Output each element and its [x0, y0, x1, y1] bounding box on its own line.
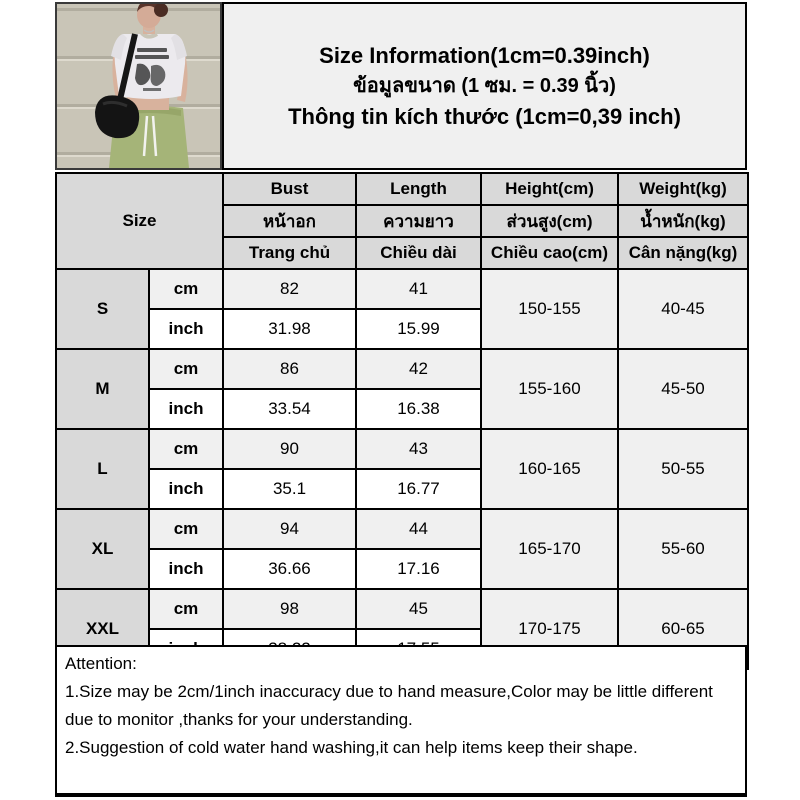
bust-cm-s: 82	[222, 268, 357, 310]
size-cell-s: S	[55, 268, 150, 350]
header-weight-th: น้ำหนัก(kg)	[617, 204, 749, 238]
unit-cm: cm	[148, 508, 224, 550]
weight-l: 50-55	[617, 428, 749, 510]
header-weight-en: Weight(kg)	[617, 172, 749, 206]
header-height-vi: Chiều cao(cm)	[480, 236, 619, 270]
unit-inch: inch	[148, 548, 224, 590]
bust-cm-m: 86	[222, 348, 357, 390]
table-row-s-inch: inch 31.98 15.99	[56, 308, 748, 350]
height-m: 155-160	[480, 348, 619, 430]
height-l: 160-165	[480, 428, 619, 510]
header-length-th: ความยาว	[355, 204, 482, 238]
header-bust-vi: Trang chủ	[222, 236, 357, 270]
header-row-vietnamese: Trang chủ Chiều dài Chiều cao(cm) Cân nặ…	[56, 236, 749, 270]
title-vietnamese: Thông tin kích thước (1cm=0,39 inch)	[288, 104, 681, 129]
unit-cm: cm	[148, 428, 224, 470]
unit-cm: cm	[148, 348, 224, 390]
table-row-s-cm: S cm 82 41 150-155 40-45	[55, 268, 749, 350]
weight-xl: 55-60	[617, 508, 749, 590]
attention-note-box: Attention: 1.Size may be 2cm/1inch inacc…	[55, 645, 747, 797]
product-model-photo	[55, 2, 222, 170]
size-information-title-box: Size Information(1cm=0.39inch) ข้อมูลขนา…	[222, 2, 747, 170]
attention-note-2: 2.Suggestion of cold water hand washing,…	[65, 738, 638, 757]
unit-cm: cm	[148, 588, 224, 630]
weight-s: 40-45	[617, 268, 749, 350]
unit-inch: inch	[148, 388, 224, 430]
size-cell-m: M	[55, 348, 150, 430]
length-cm-m: 42	[355, 348, 482, 390]
size-cell-l: L	[55, 428, 150, 510]
size-header-cell: Size	[55, 172, 224, 270]
table-row-xl-cm: XL cm 94 44 165-170 55-60	[55, 508, 749, 590]
header-height-th: ส่วนสูง(cm)	[480, 204, 619, 238]
bust-cm-xxl: 98	[222, 588, 357, 630]
table-row-l-cm: L cm 90 43 160-165 50-55	[55, 428, 749, 510]
length-inch-xl: 17.16	[355, 548, 482, 590]
bust-cm-l: 90	[222, 428, 357, 470]
table-row-m-inch: inch 33.54 16.38	[56, 388, 748, 430]
table-row-xxl-cm: XXL cm 98 45 170-175 60-65	[55, 588, 749, 670]
model-photo-illustration	[57, 4, 220, 168]
length-cm-l: 43	[355, 428, 482, 470]
length-cm-xl: 44	[355, 508, 482, 550]
bust-inch-m: 33.54	[222, 388, 357, 430]
attention-note-1: 1.Size may be 2cm/1inch inaccuracy due t…	[65, 682, 713, 729]
header-length-vi: Chiều dài	[355, 236, 482, 270]
length-inch-m: 16.38	[355, 388, 482, 430]
title-thai: ข้อมูลขนาด (1 ซม. = 0.39 นิ้ว)	[353, 75, 616, 97]
header-row-english: Size Bust Length Height(cm) Weight(kg)	[55, 172, 749, 270]
header-bust-en: Bust	[222, 172, 357, 206]
height-s: 150-155	[480, 268, 619, 350]
length-cm-s: 41	[355, 268, 482, 310]
weight-m: 45-50	[617, 348, 749, 430]
header-bust-th: หน้าอก	[222, 204, 357, 238]
title-english: Size Information(1cm=0.39inch)	[319, 43, 650, 68]
table-row-m-cm: M cm 86 42 155-160 45-50	[55, 348, 749, 430]
length-inch-l: 16.77	[355, 468, 482, 510]
header-weight-vi: Cân nặng(kg)	[617, 236, 749, 270]
bust-inch-l: 35.1	[222, 468, 357, 510]
size-table: Size Bust Length Height(cm) Weight(kg) ห…	[55, 172, 749, 670]
unit-inch: inch	[148, 308, 224, 350]
header-length-en: Length	[355, 172, 482, 206]
table-row-l-inch: inch 35.1 16.77	[56, 468, 748, 510]
size-cell-xl: XL	[55, 508, 150, 590]
header-height-en: Height(cm)	[480, 172, 619, 206]
bust-cm-xl: 94	[222, 508, 357, 550]
height-xl: 165-170	[480, 508, 619, 590]
unit-cm: cm	[148, 268, 224, 310]
table-row-xl-inch: inch 36.66 17.16	[56, 548, 748, 590]
length-cm-xxl: 45	[355, 588, 482, 630]
attention-heading: Attention:	[65, 654, 137, 673]
header-row-thai: หน้าอก ความยาว ส่วนสูง(cm) น้ำหนัก(kg)	[56, 204, 749, 238]
length-inch-s: 15.99	[355, 308, 482, 350]
bust-inch-xl: 36.66	[222, 548, 357, 590]
bust-inch-s: 31.98	[222, 308, 357, 350]
unit-inch: inch	[148, 468, 224, 510]
